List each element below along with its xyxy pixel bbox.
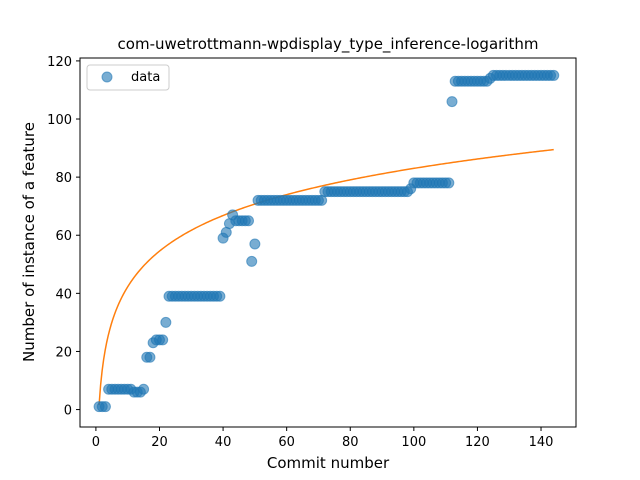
- x-tick-label: 0: [92, 435, 100, 450]
- data-point: [446, 96, 458, 108]
- y-tick-label: 20: [55, 345, 72, 360]
- x-axis: 0 20 40 60 80 100 120 140: [92, 427, 554, 450]
- data-point: [243, 215, 255, 227]
- x-tick-label: 120: [465, 435, 490, 450]
- legend-box: [86, 64, 170, 91]
- x-tick-label: 80: [342, 435, 359, 450]
- y-tick-label: 100: [47, 113, 72, 128]
- y-tick-label: 60: [55, 229, 72, 244]
- y-tick-label: 0: [64, 404, 72, 419]
- x-tick-label: 60: [278, 435, 295, 450]
- x-axis-label: Commit number: [267, 454, 390, 472]
- y-axis-label: Number of instance of a feature: [20, 122, 38, 362]
- data-point: [99, 401, 111, 413]
- data-point: [249, 238, 261, 250]
- x-tick-label: 100: [401, 435, 426, 450]
- data-point: [160, 316, 172, 328]
- x-tick-label: 40: [215, 435, 232, 450]
- data-points-layer: [93, 69, 560, 413]
- legend-marker-data: [101, 71, 113, 83]
- plot-area: [80, 58, 576, 427]
- fit-curve-layer: [98, 148, 554, 406]
- y-tick-label: 120: [47, 55, 72, 70]
- legend: data: [86, 64, 170, 91]
- data-point: [246, 255, 258, 267]
- data-point: [157, 334, 169, 346]
- plot-frame: [79, 57, 577, 428]
- y-tick-label: 40: [55, 287, 72, 302]
- data-point: [144, 351, 156, 363]
- chart-title: com-uwetrottmann-wpdisplay_type_inferenc…: [118, 35, 539, 54]
- legend-label-data: data: [131, 70, 160, 85]
- data-point: [138, 383, 150, 395]
- y-tick-label: 80: [55, 171, 72, 186]
- data-point: [214, 290, 226, 302]
- data-point: [443, 177, 455, 189]
- data-point: [548, 69, 560, 81]
- x-tick-label: 20: [151, 435, 168, 450]
- x-tick-label: 140: [529, 435, 554, 450]
- fit-curve-line: [98, 148, 554, 406]
- y-axis: 0 20 40 60 80 100 120: [47, 55, 80, 419]
